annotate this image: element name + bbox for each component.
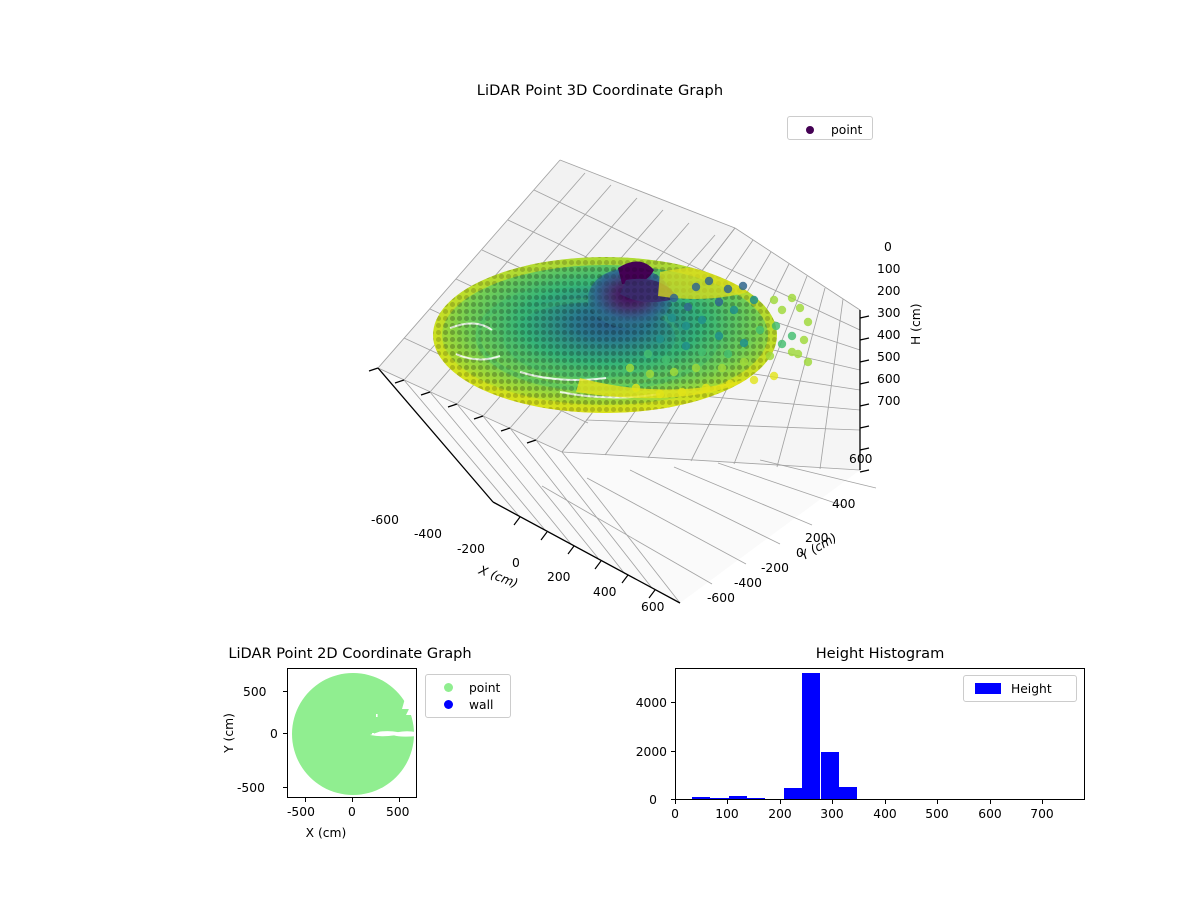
plot2d-yaxis-label: Y (cm) <box>222 713 236 753</box>
histogram-xtick: 200 <box>768 807 792 821</box>
plot2d-xtick: -500 <box>287 805 315 819</box>
histogram-xtick: 600 <box>978 807 1002 821</box>
plot2d-legend: point wall <box>425 674 511 718</box>
histogram-bar <box>710 797 729 799</box>
plot3d-legend: point <box>787 116 873 140</box>
plot3d-xtick: 200 <box>547 570 571 584</box>
plot3d-xtick: 600 <box>641 600 665 614</box>
circle-icon <box>795 125 825 134</box>
plot3d-xtick: 0 <box>512 556 520 570</box>
histogram-xtick-mark <box>1042 800 1044 804</box>
plot2d-ytick-mark <box>283 787 287 789</box>
sparse-returns <box>625 276 813 399</box>
plot2d-canvas <box>292 673 416 795</box>
plot3d-ytick: 400 <box>832 497 856 511</box>
plot3d-zaxis-label: H (cm) <box>909 303 923 346</box>
histogram-xtick: 100 <box>715 807 739 821</box>
plot2d-xtick: 500 <box>386 805 410 819</box>
histogram-bar <box>820 751 839 799</box>
plot3d-ztick: 600 <box>877 372 901 386</box>
plot3d-ztick: 300 <box>877 306 901 320</box>
plot3d-ztick: 100 <box>877 262 901 276</box>
histogram-title: Height Histogram <box>815 645 945 662</box>
circle-icon <box>433 683 463 692</box>
plot3d-ytick: -400 <box>734 576 762 590</box>
histogram-bar <box>728 795 747 799</box>
plot3d-ytick: 600 <box>849 452 873 466</box>
plot2d-ytick: 0 <box>270 727 278 741</box>
histogram-ytick-mark <box>671 799 675 801</box>
histogram-xtick: 700 <box>1030 807 1054 821</box>
plot3d-xtick: -400 <box>414 527 442 541</box>
histogram-xtick: 0 <box>671 807 679 821</box>
plot3d-ytick: -200 <box>761 561 789 575</box>
plot3d-ztick: 200 <box>877 284 901 298</box>
histogram-ytick: 2000 <box>635 745 667 759</box>
legend-item-point: point <box>795 121 865 138</box>
histogram-xtick-mark <box>885 800 887 804</box>
histogram-ytick-mark <box>671 702 675 704</box>
plot2d-axes[interactable] <box>287 668 417 798</box>
plot2d-xtick-mark <box>352 798 354 802</box>
plot3d-ztick: 500 <box>877 350 901 364</box>
legend-label: point <box>469 680 501 695</box>
plot3d-xtick: 400 <box>593 585 617 599</box>
plot3d-ytick: 0 <box>796 546 804 560</box>
plot2d-xtick-mark <box>399 798 401 802</box>
circle-icon <box>433 700 463 709</box>
plot2d-xtick-mark <box>305 798 307 802</box>
plot3d-canvas <box>368 159 877 604</box>
bar-swatch-icon <box>971 683 1005 694</box>
legend-item-height: Height <box>971 680 1069 697</box>
histogram-bar <box>783 788 803 799</box>
histogram-bar <box>802 673 821 799</box>
histogram-bar <box>747 798 766 799</box>
histogram-xtick-mark <box>675 800 677 804</box>
histogram-xtick: 400 <box>873 807 897 821</box>
histogram-bar <box>691 797 711 799</box>
plot2d-xaxis-label: X (cm) <box>305 826 347 840</box>
plot3d-xtick: -200 <box>457 542 485 556</box>
legend-item-point: point <box>433 679 503 696</box>
histogram-legend: Height <box>963 675 1077 702</box>
plot2d-xtick: 0 <box>348 805 356 819</box>
histogram-xtick-mark <box>937 800 939 804</box>
plot3d-xtick: -600 <box>371 513 399 527</box>
legend-label: point <box>831 122 863 137</box>
plot3d-ztick: 400 <box>877 328 901 342</box>
histogram-ytick: 4000 <box>635 696 667 710</box>
plot3d-axes[interactable] <box>330 140 890 630</box>
histogram-bar <box>838 787 858 799</box>
histogram-xtick: 300 <box>820 807 844 821</box>
histogram-ytick-mark <box>671 751 675 753</box>
plot3d-ytick: -600 <box>707 591 735 605</box>
histogram-xtick-mark <box>780 800 782 804</box>
legend-label: wall <box>469 697 494 712</box>
plot2d-title: LiDAR Point 2D Coordinate Graph <box>228 645 472 662</box>
plot2d-ytick: 500 <box>243 685 267 699</box>
plot3d-ytick: 200 <box>805 531 829 545</box>
histogram-xtick-mark <box>990 800 992 804</box>
plot2d-ytick-mark <box>283 733 287 735</box>
histogram-xtick-mark <box>832 800 834 804</box>
plot3d-ztick: 700 <box>877 394 901 408</box>
legend-label: Height <box>1011 681 1052 696</box>
plot2d-ytick: -500 <box>237 781 265 795</box>
histogram-xtick: 500 <box>925 807 949 821</box>
histogram-xtick-mark <box>727 800 729 804</box>
histogram-ytick: 0 <box>649 793 657 807</box>
plot2d-ytick-mark <box>283 691 287 693</box>
plot3d-ztick: 0 <box>884 240 892 254</box>
plot3d-title: LiDAR Point 3D Coordinate Graph <box>476 82 724 99</box>
legend-item-wall: wall <box>433 696 503 713</box>
